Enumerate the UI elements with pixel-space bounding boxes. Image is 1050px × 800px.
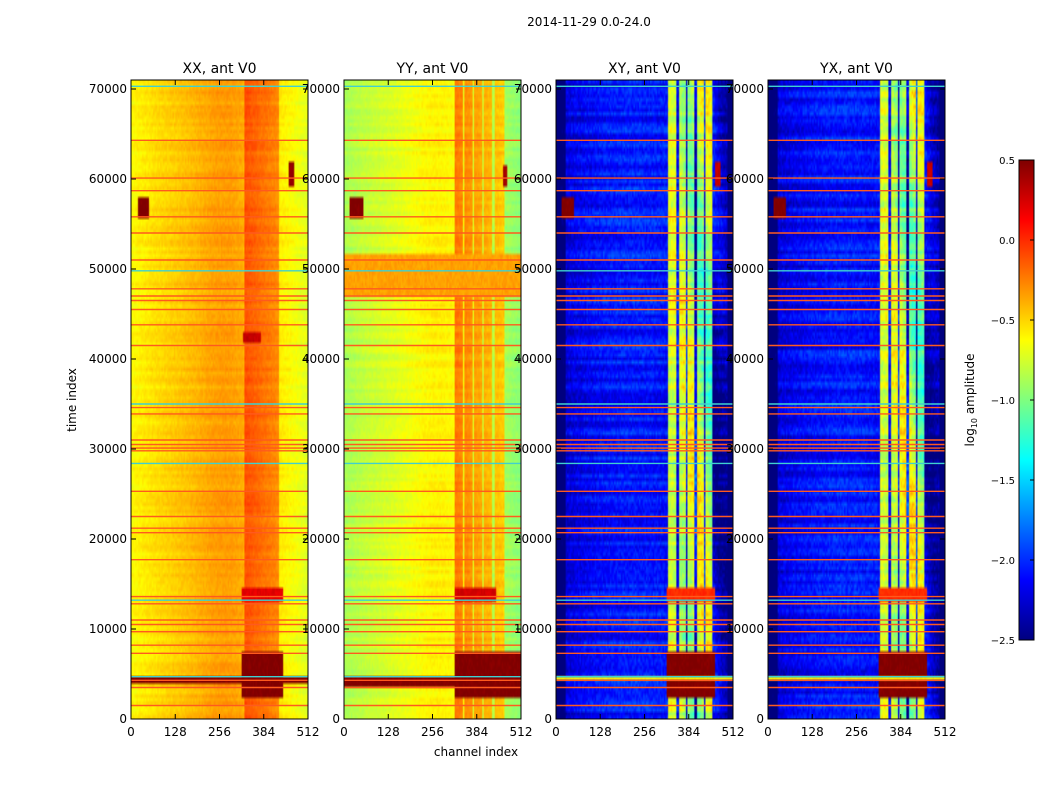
colorbar-ticks: −2.5 −2.0 −1.5 −1.0 −0.5 0.0 0.5 (991, 156, 1034, 647)
y-tick-label: 40000 (89, 352, 127, 366)
colorbar: −2.5 −2.0 −1.5 −1.0 −0.5 0.0 0.5 log10 amplitu… (963, 156, 1035, 647)
y-tick-label: 50000 (726, 262, 764, 276)
y-tick-label: 20000 (726, 532, 764, 546)
y-tick-label: 30000 (514, 442, 552, 456)
panel-3: XY, ant V0 0 128 256 384 512 0 10000 20000 30000 4… (514, 61, 745, 739)
y-tick-label: 40000 (726, 352, 764, 366)
x-tick-label: 384 (677, 725, 700, 739)
x-tick-label: 0 (552, 725, 560, 739)
y-tick-label: 70000 (302, 82, 340, 96)
y-tick-label: 30000 (89, 442, 127, 456)
y-tick-label: 10000 (89, 622, 127, 636)
y-tick-label: 10000 (726, 622, 764, 636)
y-tick-label: 10000 (514, 622, 552, 636)
colorbar-tick-label: −1.0 (991, 396, 1015, 407)
y-tick-label: 50000 (89, 262, 127, 276)
x-tick-label: 512 (510, 725, 533, 739)
x-tick-label: 384 (465, 725, 488, 739)
heatmap-image (344, 80, 521, 719)
y-tick-label: 20000 (89, 532, 127, 546)
x-tick-label: 512 (722, 725, 745, 739)
colorbar-tick-label: −2.5 (991, 636, 1015, 647)
colorbar-tick-label: 0.0 (999, 236, 1015, 247)
y-tick-label: 0 (756, 712, 764, 726)
x-tick-label: 256 (208, 725, 231, 739)
colorbar-label: log10 amplitude (963, 354, 979, 447)
x-tick-label: 256 (421, 725, 444, 739)
x-tick-label: 128 (589, 725, 612, 739)
y-tick-label: 50000 (514, 262, 552, 276)
panel-2: YY, ant V0 0 128 256 384 512 0 10000 20000 30000 4… (302, 61, 533, 739)
y-tick-label: 70000 (89, 82, 127, 96)
colorbar-tick-label: −1.5 (991, 476, 1015, 487)
x-tick-label: 128 (164, 725, 187, 739)
panel-title: YX, ant V0 (819, 61, 893, 77)
y-tick-label: 60000 (302, 172, 340, 186)
y-tick-label: 70000 (514, 82, 552, 96)
panel-title: XY, ant V0 (608, 61, 681, 77)
heatmap-image (768, 80, 945, 719)
y-tick-label: 30000 (302, 442, 340, 456)
x-axis-label: channel index (434, 745, 518, 759)
x-tick-label: 384 (252, 725, 275, 739)
x-tick-label: 0 (764, 725, 772, 739)
y-tick-label: 50000 (302, 262, 340, 276)
x-tick-label: 512 (934, 725, 957, 739)
colorbar-tick-label: −2.0 (991, 556, 1015, 567)
y-tick-label: 0 (544, 712, 552, 726)
y-tick-label: 0 (332, 712, 340, 726)
y-tick-label: 40000 (302, 352, 340, 366)
colorbar-label-log: log (963, 428, 977, 446)
colorbar-tick-label: 0.5 (999, 156, 1015, 167)
y-tick-label: 70000 (726, 82, 764, 96)
y-axis-label: time index (65, 368, 79, 432)
y-tick-label: 60000 (514, 172, 552, 186)
figure-suptitle: 2014-11-29 0.0-24.0 (527, 15, 651, 29)
x-tick-label: 256 (633, 725, 656, 739)
y-tick-label: 20000 (514, 532, 552, 546)
colorbar-label-sub: 10 (970, 418, 979, 428)
y-tick-label: 10000 (302, 622, 340, 636)
panels: XX, ant V0 0 128 256 384 512 0 10000 20000 30000 4… (89, 61, 957, 739)
colorbar-label-rest: amplitude (963, 354, 977, 418)
colorbar-tick-label: −0.5 (991, 316, 1015, 327)
panel-title: YY, ant V0 (396, 61, 469, 77)
x-tick-label: 128 (377, 725, 400, 739)
heatmap-image (556, 80, 733, 719)
y-tick-label: 0 (119, 712, 127, 726)
panel-4: YX, ant V0 0 128 256 384 512 0 10000 20000 30000 4… (726, 61, 957, 739)
x-tick-label: 256 (845, 725, 868, 739)
y-tick-label: 60000 (89, 172, 127, 186)
panel-1: XX, ant V0 0 128 256 384 512 0 10000 20000 30000 4… (89, 61, 320, 739)
x-tick-label: 512 (297, 725, 320, 739)
x-tick-label: 128 (801, 725, 824, 739)
y-tick-label: 30000 (726, 442, 764, 456)
y-tick-label: 40000 (514, 352, 552, 366)
x-tick-label: 0 (340, 725, 348, 739)
y-tick-label: 60000 (726, 172, 764, 186)
y-tick-label: 20000 (302, 532, 340, 546)
x-tick-label: 0 (127, 725, 135, 739)
panel-title: XX, ant V0 (183, 61, 257, 77)
heatmap-image (131, 80, 308, 719)
x-tick-label: 384 (889, 725, 912, 739)
